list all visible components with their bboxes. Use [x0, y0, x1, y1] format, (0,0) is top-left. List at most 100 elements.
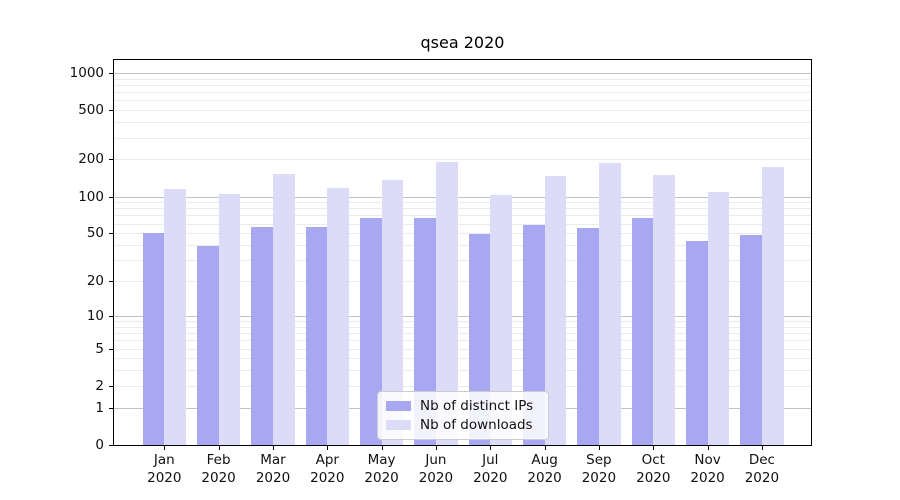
x-tick-label-line: Oct: [641, 452, 665, 468]
x-tick-label-line: 2020: [147, 469, 182, 486]
x-tick-label-line: Apr: [315, 452, 339, 468]
minor-gridline: [114, 321, 811, 322]
x-tick-label-line: 2020: [690, 469, 725, 486]
x-tick-mark: [327, 446, 329, 450]
x-tick-mark: [598, 446, 600, 450]
bar-downloads-oct: [653, 174, 675, 445]
x-tick-label: Jul 2020: [448, 452, 532, 487]
legend-item-downloads: Nb of downloads: [386, 416, 540, 436]
bar-distinct-ips-dec: [740, 235, 762, 445]
bar-downloads-nov: [707, 191, 730, 445]
x-tick-label: May 2020: [340, 452, 424, 487]
y-tick-mark: [109, 72, 113, 74]
minor-gridline: [114, 159, 811, 161]
y-tick-label: 100: [78, 188, 104, 205]
minor-gridline: [114, 223, 811, 225]
minor-gridline: [114, 348, 811, 350]
x-tick-label-line: 2020: [418, 469, 454, 486]
x-tick-label: Jun 2020: [394, 452, 478, 487]
minor-gridline: [114, 326, 811, 328]
x-tick-label-line: 2020: [310, 469, 345, 486]
x-tick-label: Apr 2020: [285, 452, 369, 487]
y-tick-label: 10: [86, 307, 104, 324]
x-tick-label-line: Sep: [586, 452, 612, 468]
y-tick-label: 500: [78, 102, 104, 119]
legend-label-downloads: Nb of downloads: [420, 417, 533, 434]
minor-gridline: [114, 233, 811, 235]
x-tick-label: Sep 2020: [557, 452, 641, 487]
x-tick-mark: [164, 446, 166, 450]
minor-gridline: [114, 385, 811, 387]
x-tick-label-line: 2020: [744, 469, 780, 486]
x-tick-mark: [218, 446, 220, 450]
y-tick-mark: [109, 315, 113, 317]
x-tick-label-line: 2020: [473, 469, 508, 486]
bar-downloads-mar: [273, 174, 295, 445]
y-tick-mark: [109, 159, 113, 161]
minor-gridline: [114, 92, 811, 94]
bar-downloads-jun: [435, 161, 458, 445]
bar-downloads-dec: [761, 166, 784, 445]
x-tick-mark: [490, 446, 492, 450]
x-tick-mark: [653, 446, 655, 450]
y-tick-label: 5: [95, 340, 104, 357]
x-tick-label: Jan 2020: [122, 452, 206, 487]
legend-label-distinct-ips: Nb of distinct IPs: [420, 397, 534, 414]
x-tick-mark: [761, 446, 763, 450]
y-tick-mark: [109, 281, 113, 282]
x-tick-label: Aug 2020: [503, 452, 587, 487]
x-tick-label-line: Mar: [260, 452, 286, 468]
x-tick-label: Oct 2020: [611, 452, 695, 487]
y-tick-mark: [109, 110, 113, 112]
minor-gridline: [114, 110, 811, 112]
bar-downloads-apr: [327, 188, 349, 445]
x-tick-label-line: 2020: [527, 469, 562, 486]
x-tick-label-line: Aug: [531, 452, 558, 468]
x-tick-mark: [435, 446, 437, 450]
x-tick-label: Nov 2020: [666, 452, 750, 487]
bar-distinct-ips-nov: [685, 241, 708, 445]
legend-swatch-downloads-icon: [386, 420, 411, 431]
x-tick-mark: [381, 446, 383, 450]
minor-gridline: [114, 100, 811, 102]
bar-distinct-ips-jun: [414, 217, 436, 445]
minor-gridline: [114, 208, 811, 210]
legend-item-distinct-ips: Nb of distinct IPs: [386, 396, 540, 416]
y-tick-label: 2: [95, 377, 104, 394]
bar-downloads-aug: [544, 175, 567, 445]
x-tick-label: Feb 2020: [177, 452, 261, 487]
y-tick-mark: [109, 348, 113, 350]
y-tick-mark: [109, 445, 113, 446]
bar-downloads-may: [381, 179, 404, 445]
bar-downloads-sep: [598, 162, 621, 445]
gridlines-layer: [114, 60, 811, 445]
x-tick-label: Mar 2020: [231, 452, 315, 487]
x-tick-label: Dec 2020: [720, 452, 804, 487]
x-tick-mark: [273, 446, 274, 450]
x-tick-label-line: 2020: [364, 469, 399, 486]
x-tick-mark: [707, 446, 709, 450]
chart-title: qsea 2020: [420, 33, 505, 52]
x-tick-label-line: Jun: [425, 452, 447, 468]
bar-distinct-ips-feb: [196, 246, 219, 445]
x-tick-label-line: Nov: [694, 452, 721, 468]
y-tick-label: 0: [95, 437, 104, 453]
x-tick-label-line: May: [367, 452, 396, 468]
bar-distinct-ips-oct: [631, 217, 654, 445]
x-tick-mark: [544, 446, 546, 450]
minor-gridline: [114, 122, 811, 124]
y-tick-mark: [109, 407, 113, 409]
x-tick-label-line: 2020: [255, 469, 291, 486]
y-tick-label: 1: [95, 399, 104, 416]
minor-gridline: [114, 260, 811, 262]
major-gridline: [114, 196, 811, 198]
y-tick-label: 200: [78, 151, 104, 168]
minor-gridline: [114, 78, 811, 80]
minor-gridline: [114, 245, 811, 246]
legend: Nb of distinct IPs Nb of downloads: [377, 391, 549, 440]
bar-distinct-ips-apr: [305, 227, 328, 445]
bars-layer: [114, 60, 811, 445]
minor-gridline: [114, 340, 811, 342]
bar-distinct-ips-may: [359, 217, 382, 445]
